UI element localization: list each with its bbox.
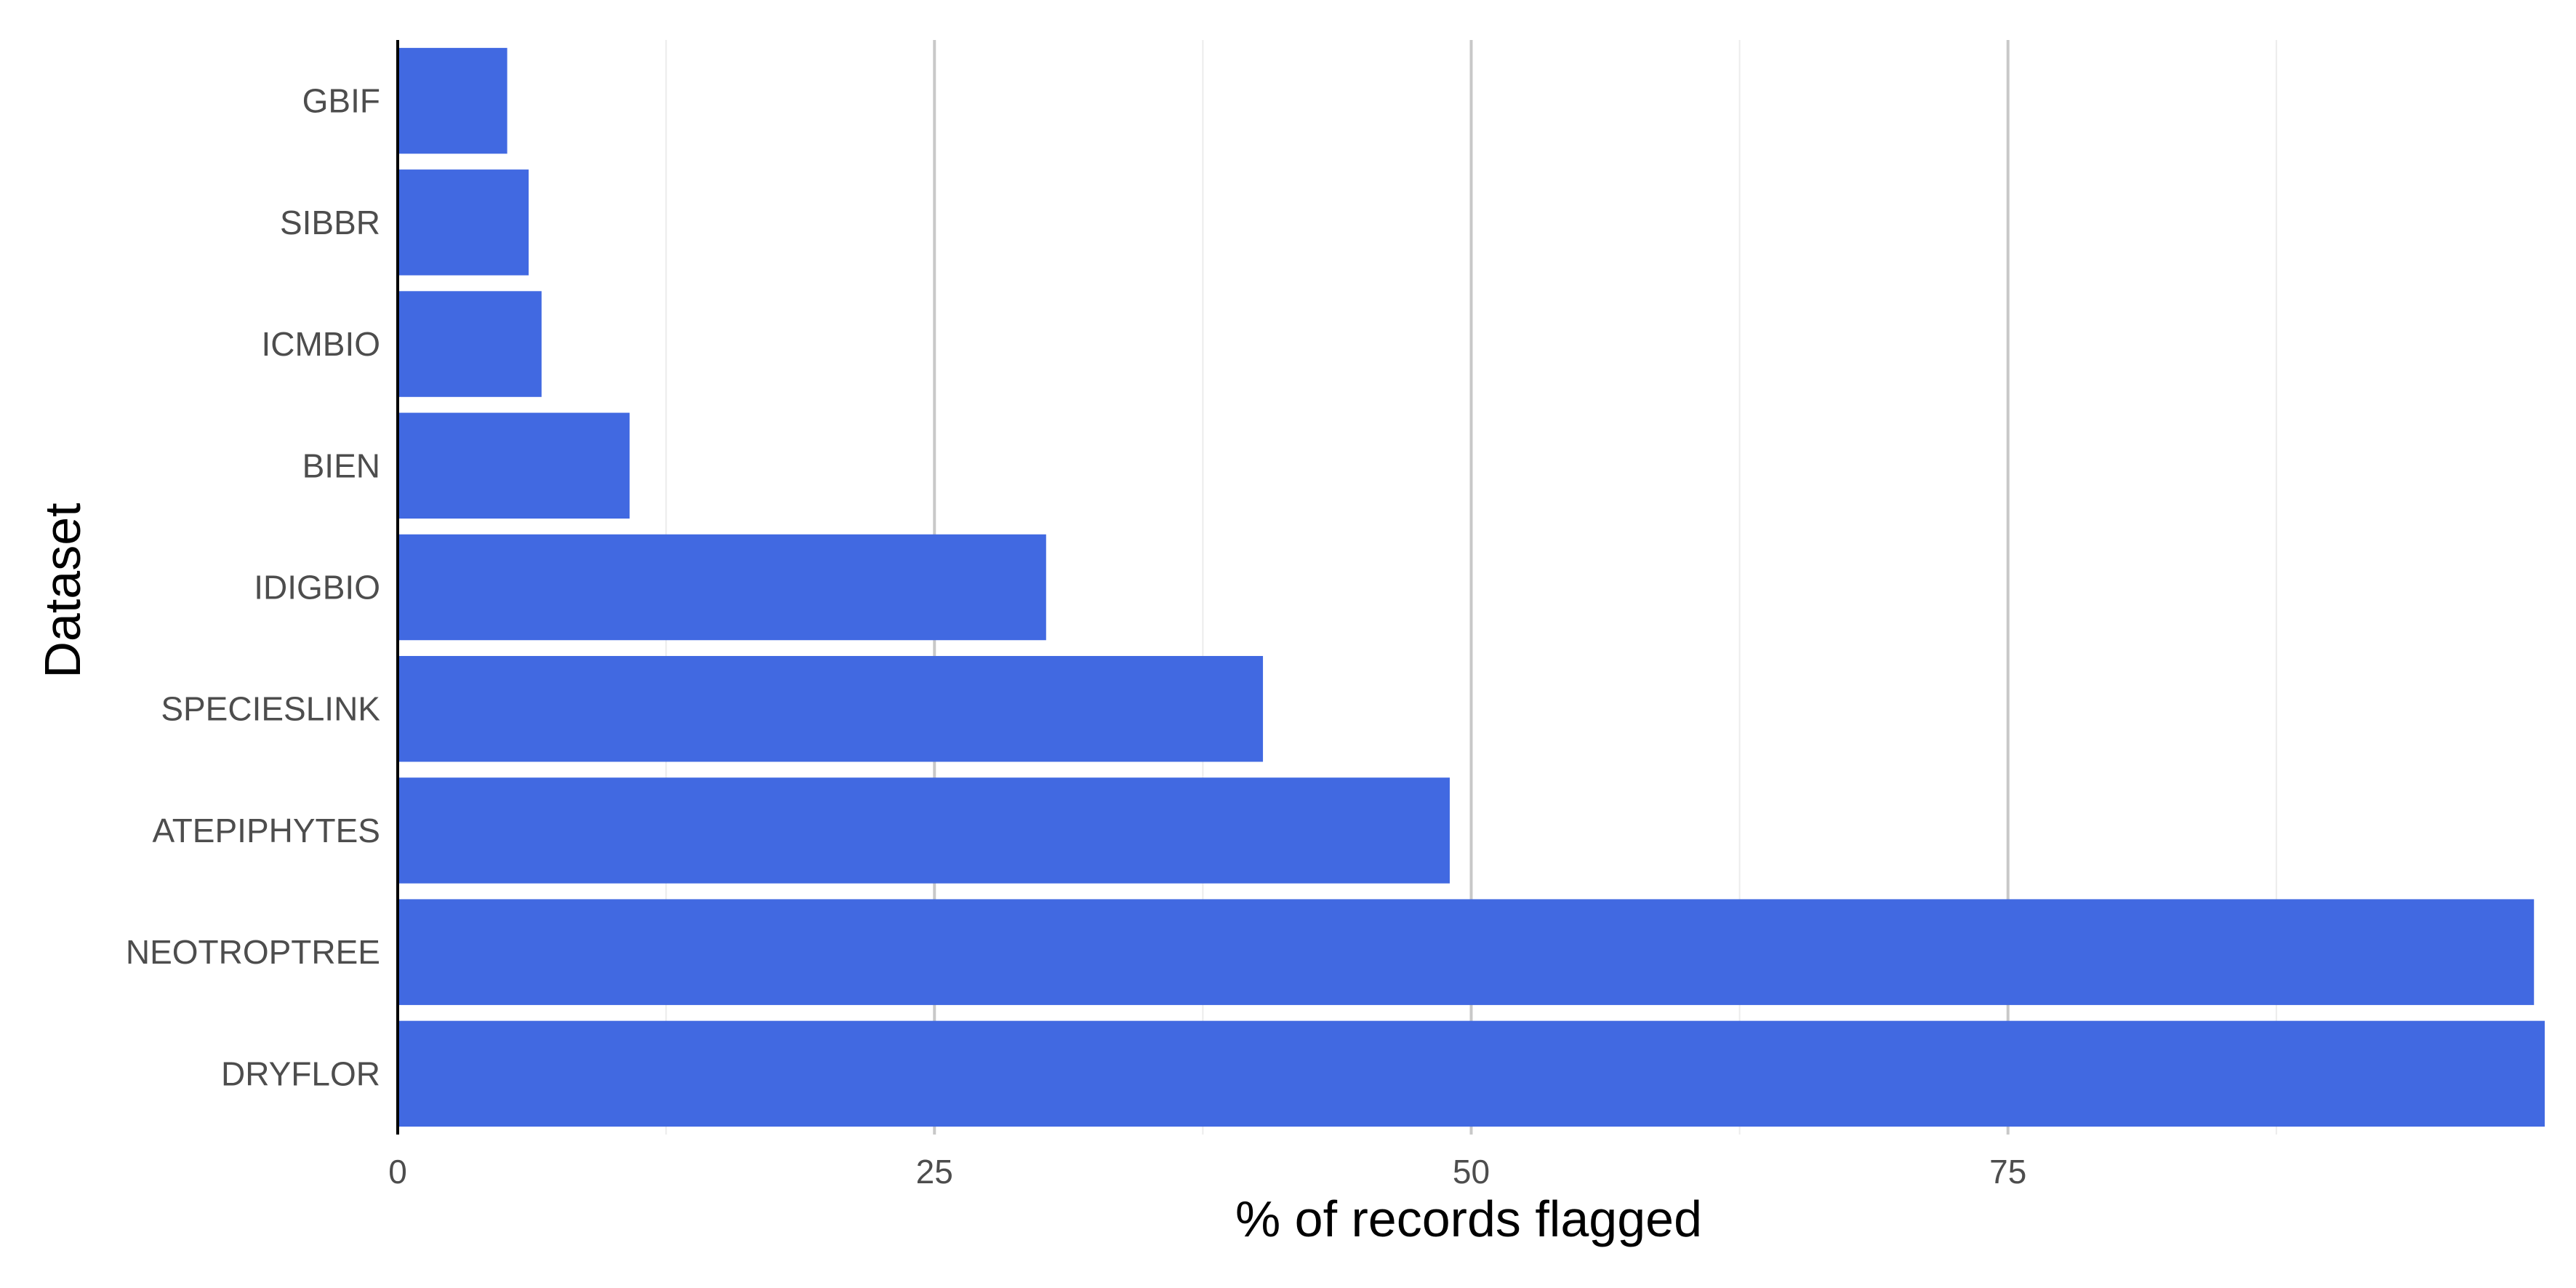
bar-neotroptree xyxy=(398,899,2535,1005)
y-tick-label: SPECIESLINK xyxy=(161,690,380,728)
bar-sibbr xyxy=(398,169,529,276)
y-tick-label: IDIGBIO xyxy=(254,569,380,607)
y-tick-label: ICMBIO xyxy=(261,325,380,363)
bar-icmbio xyxy=(398,291,542,397)
bar-dryflor xyxy=(398,1020,2545,1127)
bar-gbif xyxy=(398,47,507,154)
bar-idigbio xyxy=(398,534,1046,641)
x-tick-label: 0 xyxy=(388,1153,407,1191)
x-tick-label: 25 xyxy=(916,1153,953,1191)
y-axis-title: Dataset xyxy=(34,503,91,678)
bar-atepiphytes xyxy=(398,777,1450,884)
y-tick-label: GBIF xyxy=(302,82,380,120)
y-tick-label: BIEN xyxy=(302,447,380,484)
bars-layer xyxy=(398,47,2545,1127)
y-tick-label: DRYFLOR xyxy=(221,1055,380,1092)
y-tick-label: NEOTROPTREE xyxy=(126,933,380,971)
y-tick-label: SIBBR xyxy=(280,204,380,241)
y-tick-label: ATEPIPHYTES xyxy=(152,812,380,849)
x-tick-label: 75 xyxy=(1989,1153,2026,1191)
labels-layer: GBIF SIBBR ICMBIO BIEN IDIGBIO SPECIESLINK ATE… xyxy=(126,82,2026,1191)
bar-bien xyxy=(398,412,630,519)
x-axis-title: % of records flagged xyxy=(1235,1191,1702,1247)
bar-specieslink xyxy=(398,655,1264,762)
x-tick-label: 50 xyxy=(1453,1153,1490,1191)
